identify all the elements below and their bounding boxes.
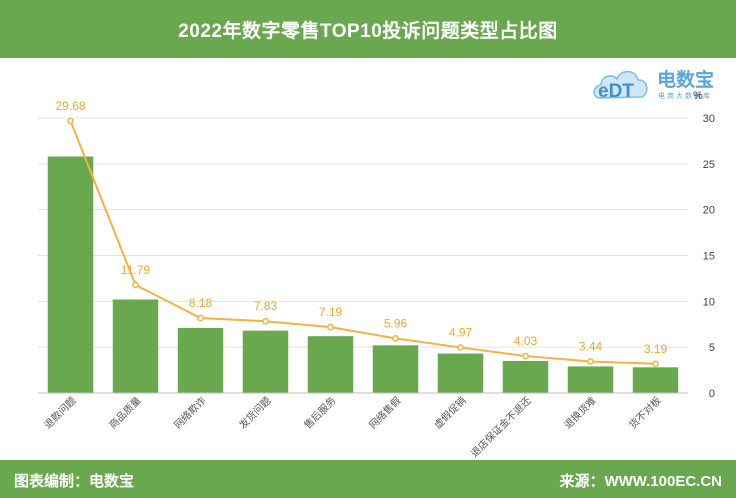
bar xyxy=(632,367,679,393)
line-point xyxy=(392,335,399,342)
logo-brand: 电数宝 xyxy=(657,70,715,91)
data-label: 8.18 xyxy=(189,296,213,310)
chart-title: 2022年数字零售TOP10投诉问题类型占比图 xyxy=(178,20,558,42)
data-label: 3.19 xyxy=(644,342,668,356)
y-tick-label: 20 xyxy=(703,205,715,217)
data-label: 5.96 xyxy=(384,316,408,330)
x-tick-label: 退换货难 xyxy=(561,394,598,431)
line-point xyxy=(262,317,269,325)
line-point xyxy=(67,117,74,125)
footer-bar: 图表编制：电数宝 来源：WWW.100EC.CN xyxy=(0,460,736,498)
x-tick-label: 货不对板 xyxy=(626,394,663,431)
x-tick-label: 发货问题 xyxy=(236,394,273,431)
svg-text:eDT: eDT xyxy=(598,81,634,102)
y-axis-unit: % xyxy=(693,90,703,102)
edt-logo: eDT 电数宝 电商大数据库 xyxy=(590,60,730,106)
bar xyxy=(567,366,614,393)
data-label: 29.68 xyxy=(55,99,85,113)
x-tick-label: 网络售假 xyxy=(366,394,403,431)
logo-subtitle: 电商大数据库 xyxy=(658,93,712,100)
series-line xyxy=(69,120,656,365)
line-point xyxy=(457,344,464,351)
footer-source: 来源：WWW.100EC.CN xyxy=(559,473,722,490)
bar xyxy=(372,345,419,393)
line-point xyxy=(652,360,659,368)
data-label: 4.97 xyxy=(449,325,473,339)
data-label: 11.79 xyxy=(121,263,150,277)
bar xyxy=(307,336,354,393)
line-point xyxy=(522,352,529,360)
bar xyxy=(177,327,224,393)
cloud-logo-icon: eDT xyxy=(593,70,648,102)
x-tick-label: 退款问题 xyxy=(41,394,78,431)
y-tick-label: 25 xyxy=(703,159,715,171)
line-point xyxy=(197,314,204,322)
bar xyxy=(47,156,94,393)
footer-compiler: 图表编制：电数宝 xyxy=(14,473,135,490)
bar xyxy=(242,330,289,393)
x-tick-label: 退店保证金不退还 xyxy=(468,394,534,460)
line-point xyxy=(327,323,334,331)
y-tick-label: 0 xyxy=(709,388,715,400)
x-tick-label: 网络欺诈 xyxy=(171,394,208,431)
bar xyxy=(112,299,159,393)
data-label: 4.03 xyxy=(514,334,538,348)
y-tick-label: 5 xyxy=(709,342,715,354)
x-tick-label: 售后服务 xyxy=(301,394,338,431)
x-tick-label: 商品质量 xyxy=(106,394,143,431)
bar xyxy=(437,353,484,393)
y-tick-label: 15 xyxy=(703,251,715,263)
line-point xyxy=(132,281,139,289)
title-bar: 2022年数字零售TOP10投诉问题类型占比图 xyxy=(0,0,736,58)
data-label: 7.83 xyxy=(254,299,278,313)
y-tick-label: 10 xyxy=(703,296,715,308)
bar xyxy=(502,360,549,393)
y-tick-label: 30 xyxy=(703,113,715,125)
data-label: 3.44 xyxy=(579,339,603,353)
data-label: 7.19 xyxy=(319,305,343,319)
x-tick-label: 虚假促销 xyxy=(431,394,468,431)
line-point xyxy=(587,358,594,365)
